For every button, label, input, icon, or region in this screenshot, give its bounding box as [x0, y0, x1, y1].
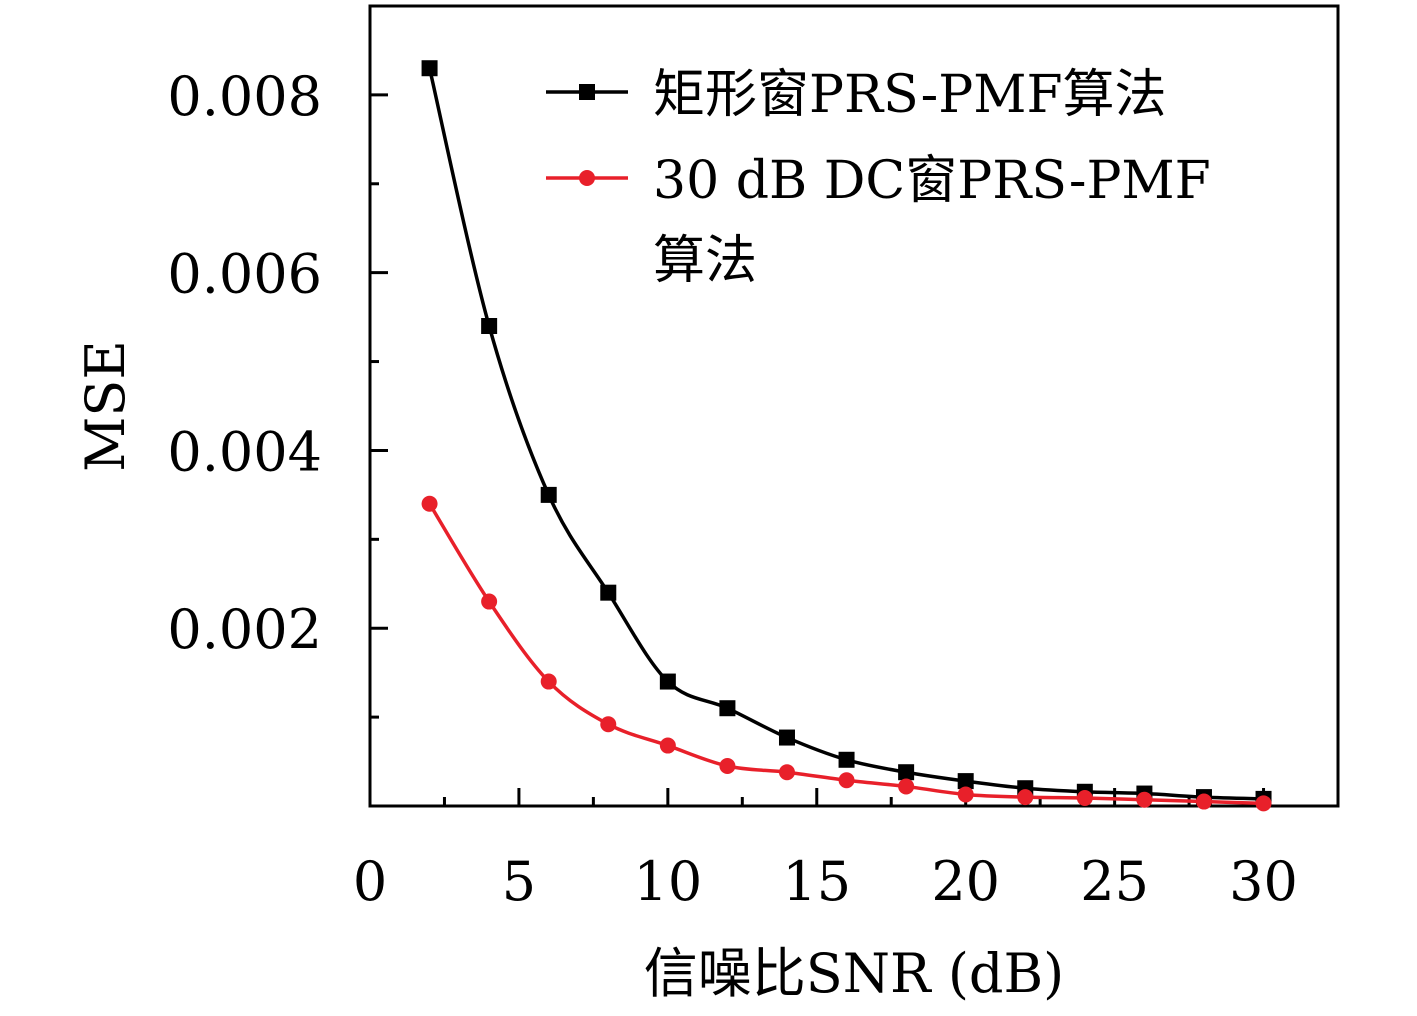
data-point — [421, 495, 438, 512]
data-point — [838, 751, 855, 768]
plot-frame — [368, 4, 1340, 808]
data-point — [898, 778, 915, 795]
data-point — [1136, 791, 1153, 808]
data-point — [659, 737, 676, 754]
legend-item-2: 30 dB DC窗PRS-PMF 算法 — [546, 151, 1211, 291]
x-tick-label: 30 — [1229, 850, 1298, 913]
legend-marker — [579, 170, 595, 186]
x-tick-label: 10 — [633, 850, 702, 913]
y-tick-label: 0.006 — [167, 243, 322, 306]
x-tick-label: 0 — [353, 850, 387, 913]
data-point — [481, 318, 498, 334]
data-point — [1076, 790, 1093, 806]
y-axis-title: MSE — [74, 340, 137, 472]
data-point — [600, 584, 617, 601]
data-point — [1195, 793, 1212, 810]
legend-label: 矩形窗PRS-PMF算法 — [653, 65, 1167, 125]
data-point — [1255, 795, 1272, 812]
legend-item-1: 矩形窗PRS-PMF算法 — [546, 65, 1167, 125]
data-point — [838, 772, 855, 789]
data-point — [659, 673, 676, 690]
data-point — [481, 593, 498, 610]
data-point — [1017, 789, 1034, 806]
axis-ticks: 0 5 10 15 20 25 30 0.002 0.004 0.006 0.008 — [167, 65, 1297, 913]
legend-label: 算法 — [653, 231, 757, 291]
legend: 矩形窗PRS-PMF算法 30 dB DC窗PRS-PMF 算法 — [546, 65, 1211, 291]
legend-label: 30 dB DC窗PRS-PMF — [653, 151, 1211, 211]
data-point — [719, 758, 736, 774]
data-point — [957, 786, 974, 803]
series-layer — [421, 60, 1272, 812]
data-point — [778, 764, 795, 781]
y-tick-label: 0.004 — [167, 420, 322, 483]
data-point — [778, 729, 795, 746]
data-point — [719, 700, 736, 717]
data-point — [898, 764, 915, 781]
y-tick-label: 0.008 — [167, 65, 322, 128]
legend-marker — [579, 84, 595, 100]
x-tick-label: 5 — [502, 850, 536, 913]
series-2 — [421, 495, 1272, 812]
data-point — [540, 486, 557, 503]
y-tick-label: 0.002 — [167, 598, 322, 661]
x-tick-label: 15 — [782, 850, 851, 913]
data-point — [957, 773, 974, 790]
data-point — [540, 673, 557, 690]
data-point — [600, 716, 617, 733]
x-axis-title: 信噪比SNR (dB) — [644, 942, 1064, 1005]
x-tick-label: 20 — [931, 850, 1000, 913]
data-point — [421, 60, 438, 77]
x-tick-label: 25 — [1080, 850, 1149, 913]
